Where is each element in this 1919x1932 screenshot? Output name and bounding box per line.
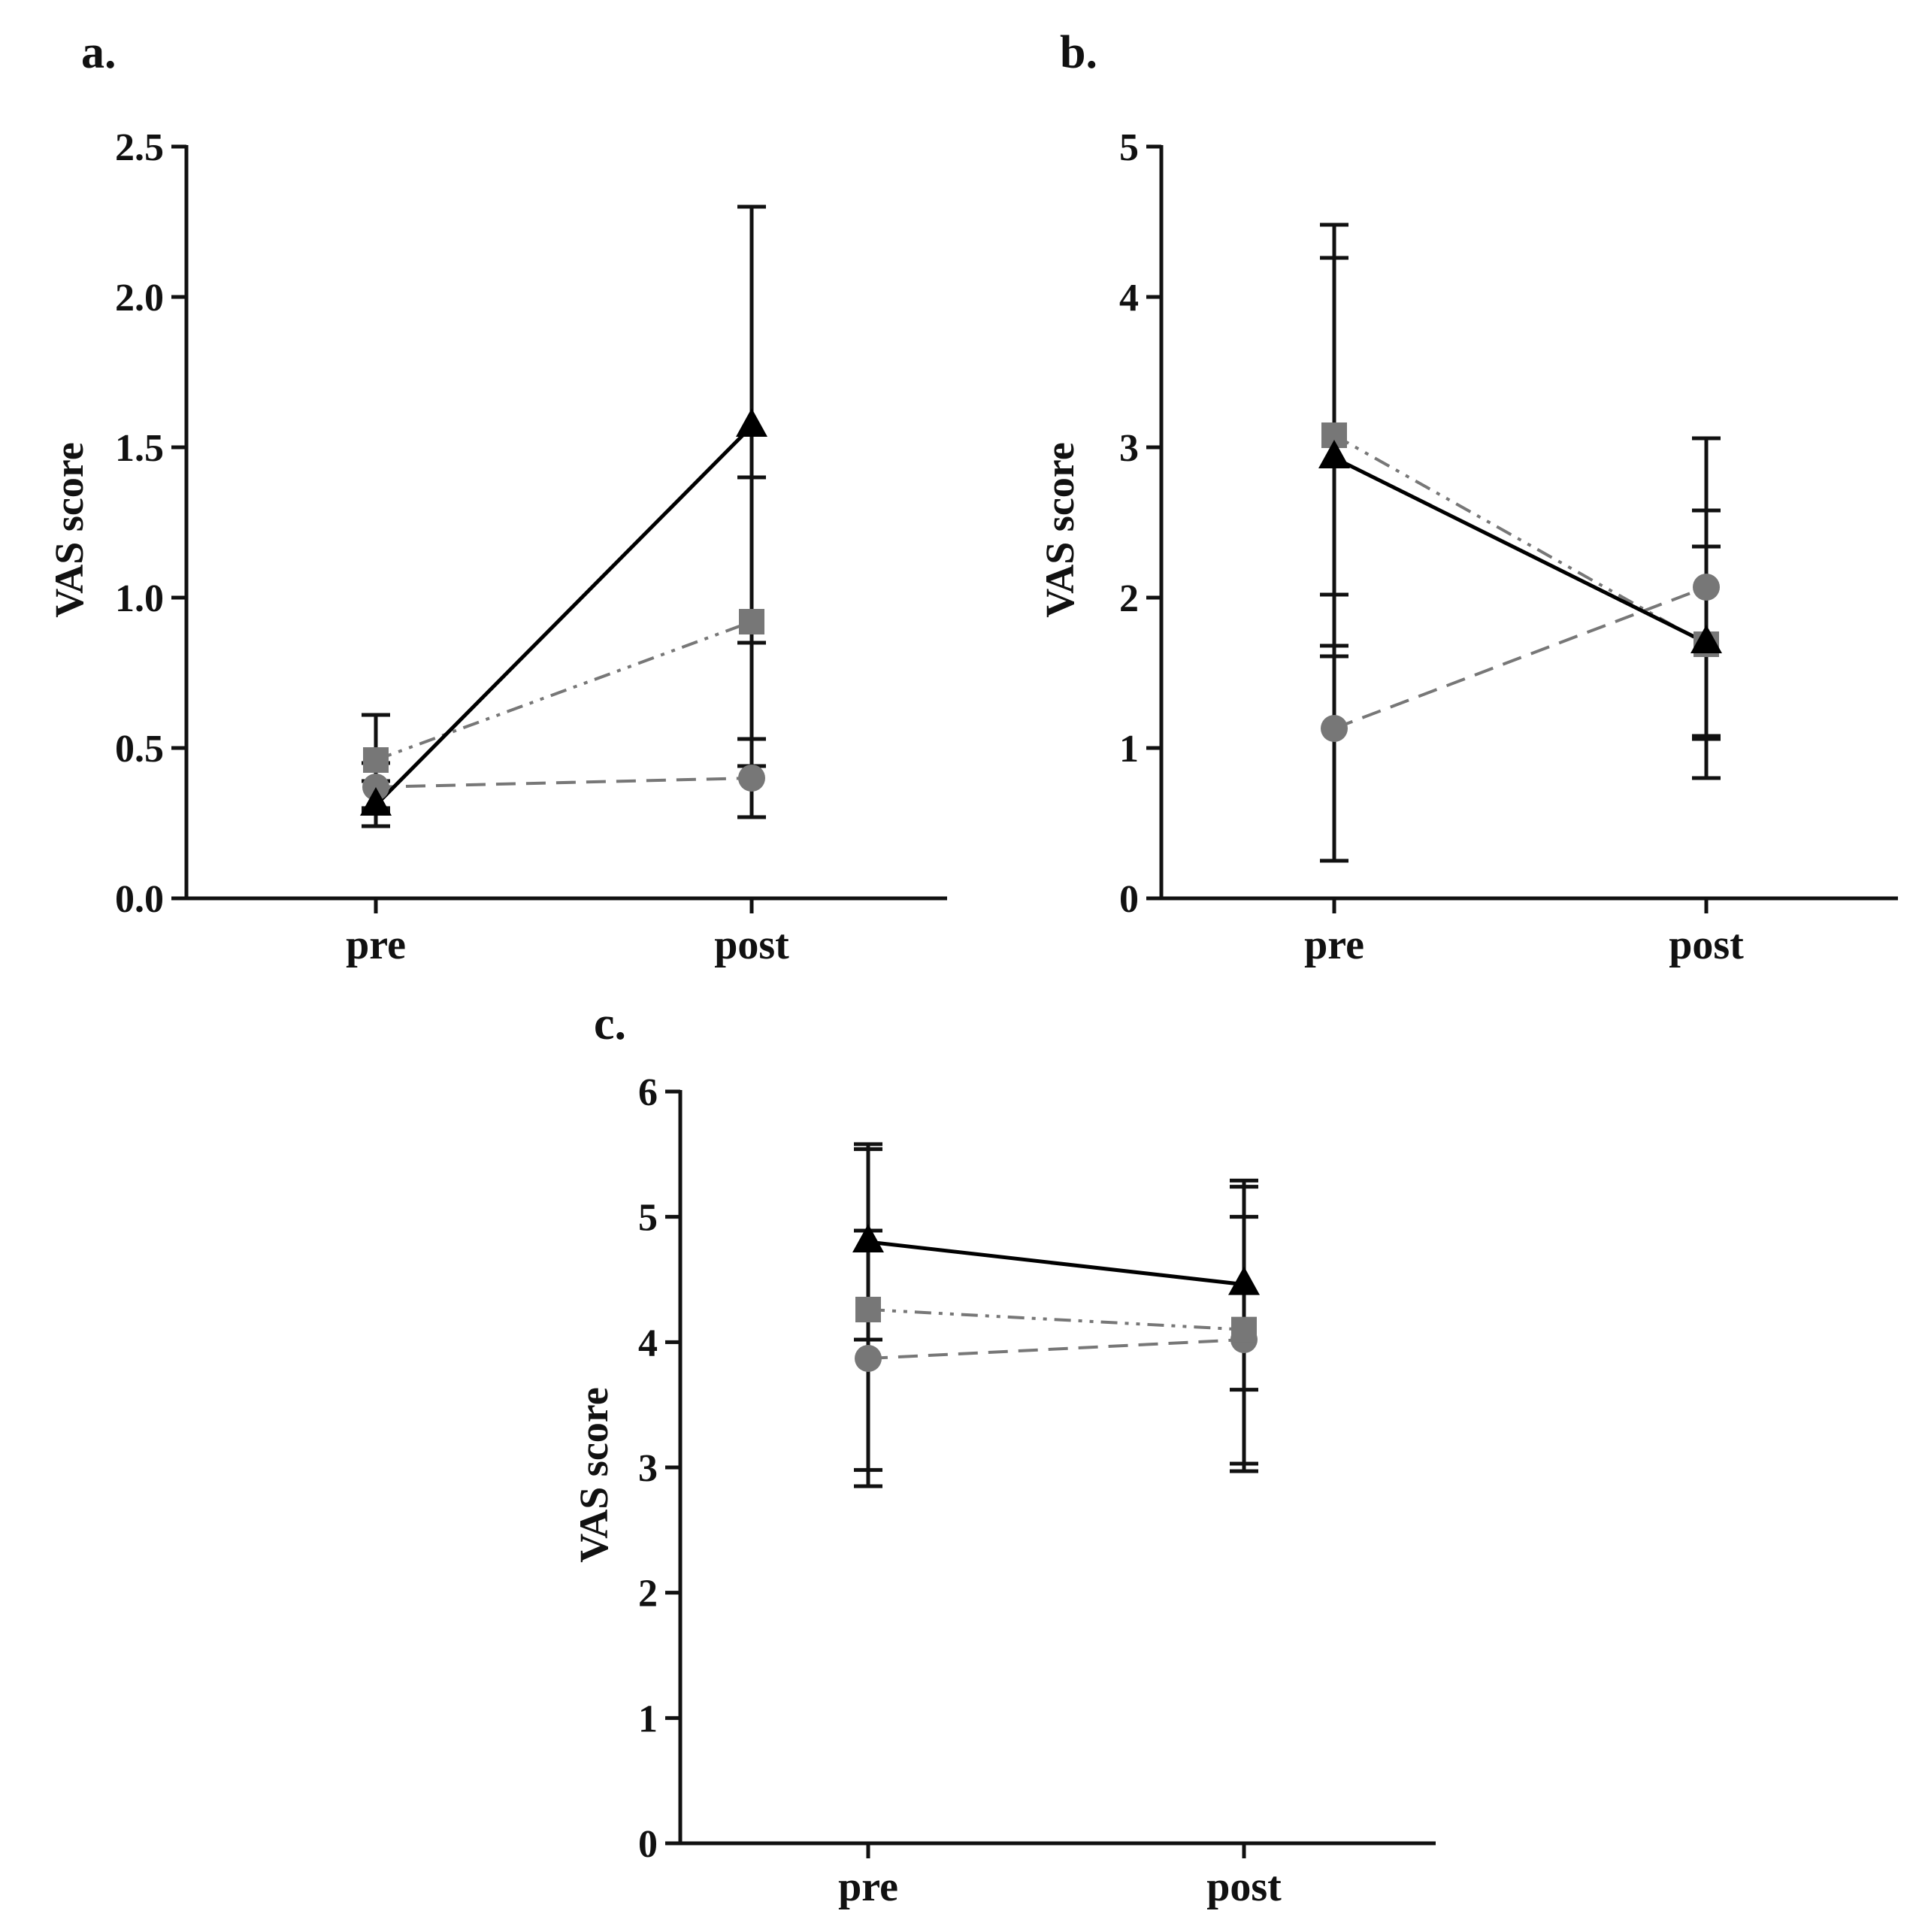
y-tick-label: 1 (638, 1697, 658, 1740)
data-point-square (1231, 1316, 1257, 1343)
data-point-circle (1321, 715, 1348, 742)
series-line-circle (867, 1338, 1245, 1360)
series-line-square (867, 1308, 1245, 1331)
y-tick-label: 0 (1119, 878, 1139, 921)
panel-b: b. 0 1 2 3 4 5 pre post VAS score (1037, 27, 1898, 968)
x-category-label: pre (1304, 922, 1364, 968)
panel-a-label: a. (81, 27, 117, 78)
data-point-triangle (1690, 625, 1722, 653)
series-line-circle (375, 777, 752, 789)
data-point-triangle (736, 408, 767, 437)
y-tick-label: 2 (1119, 577, 1139, 620)
x-category-label: post (1206, 1864, 1282, 1910)
data-point-triangle (1228, 1266, 1260, 1295)
panel-c-label: c. (594, 998, 626, 1049)
series-line-triangle (867, 1240, 1245, 1287)
series-line-square (375, 620, 752, 762)
panel-a: a. 0.0 0.5 1.0 1.5 2.0 2.5 pre post VAS score (47, 27, 947, 968)
data-point-circle (1693, 574, 1720, 601)
y-tick-label: 6 (638, 1071, 658, 1114)
x-category-label: pre (346, 922, 406, 968)
y-tick-label: 3 (1119, 427, 1139, 470)
y-tick-label: 2.5 (115, 126, 164, 169)
panel-c-plot: 0 1 2 3 4 5 6 pre post VAS score (571, 1071, 1436, 1910)
y-tick-label: 0.5 (115, 728, 164, 771)
x-category-label: post (714, 922, 789, 968)
y-tick-label: 3 (638, 1447, 658, 1490)
y-tick-label: 0.0 (115, 878, 164, 921)
y-tick-label: 5 (638, 1197, 658, 1240)
panel-c: c. 0 1 2 3 4 5 6 pre post VAS score (571, 998, 1436, 1910)
data-point-circle (738, 765, 765, 792)
y-axis-title: VAS score (1037, 442, 1082, 618)
y-tick-label: 1 (1119, 728, 1139, 771)
x-category-label: pre (838, 1864, 898, 1910)
y-tick-label: 2.0 (115, 277, 164, 319)
y-tick-label: 5 (1119, 126, 1139, 169)
series-line-triangle (374, 425, 753, 807)
y-axis-title: VAS score (571, 1387, 616, 1563)
y-tick-label: 2 (638, 1573, 658, 1616)
y-tick-label: 0 (638, 1823, 658, 1866)
panel-a-plot: 0.0 0.5 1.0 1.5 2.0 2.5 pre post VAS score (47, 126, 947, 968)
panel-b-label: b. (1060, 27, 1097, 78)
y-axis-title: VAS score (47, 442, 92, 618)
y-tick-label: 4 (1119, 277, 1139, 319)
data-point-triangle (852, 1224, 884, 1252)
series-line-circle (1333, 586, 1707, 730)
data-point-triangle (1318, 440, 1350, 468)
series-line-triangle (1333, 456, 1708, 645)
data-point-square (739, 609, 764, 634)
x-category-label: post (1669, 922, 1744, 968)
series-line-square (1333, 434, 1707, 646)
y-tick-label: 1.0 (115, 577, 164, 620)
data-point-square (363, 747, 389, 773)
data-point-circle (855, 1345, 882, 1372)
y-tick-label: 4 (638, 1322, 658, 1364)
data-point-square (855, 1297, 881, 1322)
y-tick-label: 1.5 (115, 427, 164, 470)
data-point-triangle (360, 787, 392, 816)
panel-b-plot: 0 1 2 3 4 5 pre post VAS score (1037, 126, 1898, 968)
